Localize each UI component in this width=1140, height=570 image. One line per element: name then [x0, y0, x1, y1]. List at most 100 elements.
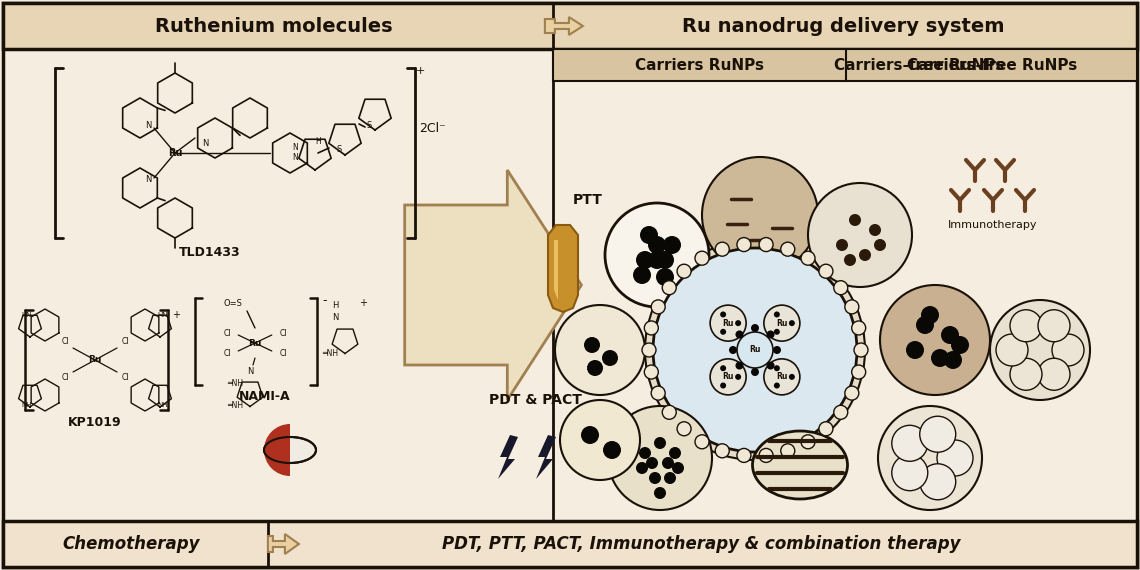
Text: TLD1433: TLD1433 [179, 246, 241, 259]
Circle shape [874, 239, 886, 251]
Text: N: N [202, 139, 209, 148]
Circle shape [645, 240, 865, 460]
Circle shape [648, 251, 666, 269]
Circle shape [819, 264, 833, 278]
Circle shape [720, 311, 726, 317]
Circle shape [869, 224, 881, 236]
Bar [553, 49, 1137, 81]
Text: Ru: Ru [723, 372, 734, 381]
Text: Carriers-free RuNPs: Carriers-free RuNPs [906, 58, 1077, 72]
Text: S: S [366, 120, 372, 129]
Text: -: - [323, 295, 327, 307]
Circle shape [633, 266, 651, 284]
Circle shape [940, 326, 959, 344]
Circle shape [764, 359, 800, 395]
Circle shape [736, 332, 773, 368]
Ellipse shape [752, 431, 847, 499]
Circle shape [921, 306, 939, 324]
Circle shape [1039, 310, 1070, 342]
Circle shape [773, 346, 781, 354]
Text: NH: NH [22, 402, 32, 408]
Circle shape [736, 238, 751, 251]
Text: Ru: Ru [723, 319, 734, 328]
Circle shape [891, 425, 928, 461]
Circle shape [710, 305, 746, 341]
Circle shape [715, 444, 730, 458]
Circle shape [781, 444, 795, 458]
Circle shape [702, 157, 819, 273]
Circle shape [656, 251, 674, 269]
Bar [3, 3, 1137, 49]
Text: Ruthenium molecules: Ruthenium molecules [155, 17, 392, 35]
Text: +: + [172, 310, 180, 320]
Circle shape [581, 426, 598, 444]
Circle shape [801, 251, 815, 265]
Text: Cl: Cl [223, 348, 230, 357]
Circle shape [759, 238, 773, 251]
Circle shape [644, 321, 658, 335]
Text: Chemotherapy: Chemotherapy [63, 535, 200, 553]
Text: S: S [336, 145, 342, 154]
Text: Cl: Cl [223, 328, 230, 337]
Circle shape [605, 203, 709, 307]
Text: +: + [359, 298, 367, 308]
Text: Cl: Cl [62, 337, 68, 347]
Circle shape [720, 382, 726, 389]
Circle shape [662, 405, 676, 420]
Text: O=S: O=S [223, 299, 243, 307]
Circle shape [878, 406, 982, 510]
Circle shape [920, 416, 955, 452]
Text: N: N [292, 144, 298, 153]
Circle shape [608, 406, 712, 510]
Text: 2Cl⁻: 2Cl⁻ [420, 121, 447, 135]
Circle shape [654, 437, 666, 449]
Ellipse shape [264, 437, 316, 463]
Text: KP1019: KP1019 [68, 417, 122, 430]
Text: NH: NH [157, 402, 169, 408]
Circle shape [651, 300, 665, 314]
Text: N: N [332, 312, 339, 321]
Polygon shape [498, 435, 518, 479]
Text: N: N [145, 176, 152, 185]
Circle shape [1010, 310, 1042, 342]
Text: Carriers RuNPs: Carriers RuNPs [635, 58, 764, 72]
Polygon shape [554, 240, 557, 300]
Circle shape [789, 374, 795, 380]
Polygon shape [548, 225, 578, 312]
Circle shape [695, 251, 709, 265]
Circle shape [677, 264, 691, 278]
Circle shape [836, 239, 848, 251]
Circle shape [931, 349, 948, 367]
Text: Cl: Cl [279, 348, 287, 357]
Circle shape [735, 374, 741, 380]
Circle shape [640, 226, 658, 244]
Circle shape [774, 329, 780, 335]
Bar [3, 521, 1137, 567]
Text: Cl: Cl [62, 373, 68, 382]
Text: N: N [145, 121, 152, 131]
Circle shape [584, 337, 600, 353]
Circle shape [774, 311, 780, 317]
Circle shape [781, 242, 795, 256]
Text: PDT & PACT: PDT & PACT [489, 393, 581, 407]
Circle shape [603, 441, 621, 459]
Text: PTT: PTT [573, 193, 603, 207]
Circle shape [640, 447, 651, 459]
Circle shape [735, 331, 743, 339]
Text: HN: HN [22, 312, 32, 318]
Circle shape [833, 405, 848, 420]
Circle shape [720, 329, 726, 335]
Text: Cl: Cl [121, 337, 129, 347]
Circle shape [636, 251, 654, 269]
Text: ═NH: ═NH [321, 348, 339, 357]
Circle shape [735, 320, 741, 326]
Circle shape [662, 280, 676, 295]
Circle shape [860, 249, 871, 261]
Circle shape [642, 343, 656, 357]
Text: Ru: Ru [249, 339, 262, 348]
Circle shape [728, 346, 736, 354]
Polygon shape [536, 435, 556, 479]
Circle shape [654, 487, 666, 499]
Circle shape [951, 336, 969, 354]
Circle shape [990, 300, 1090, 400]
